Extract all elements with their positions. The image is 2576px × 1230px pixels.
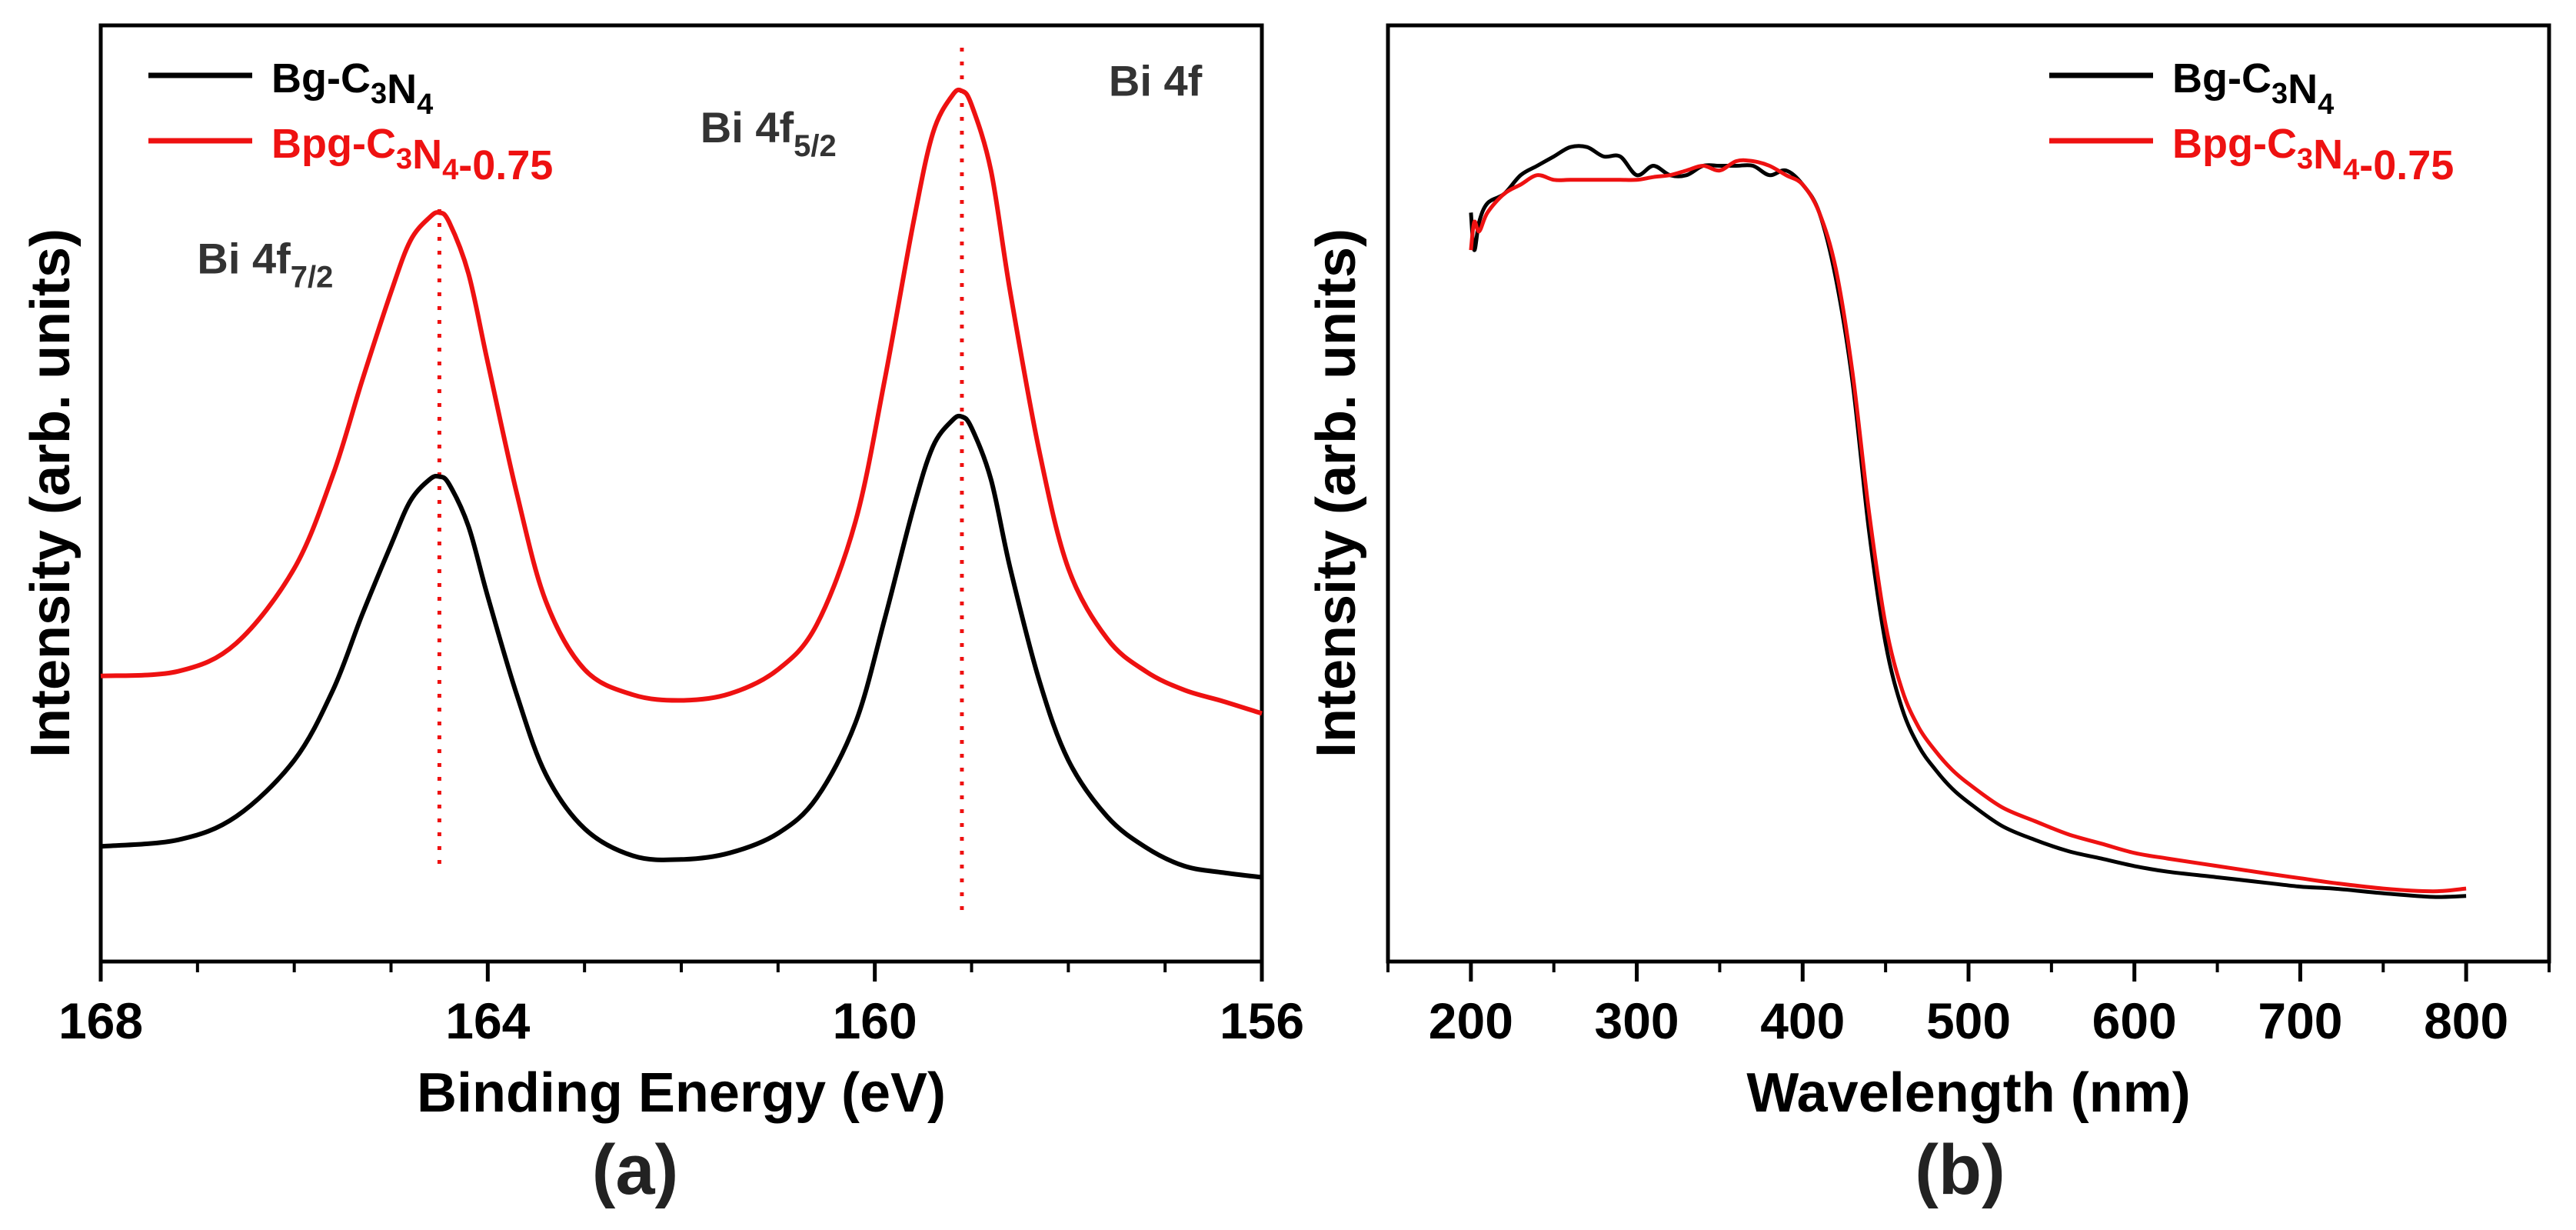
panel-a: 168 164 160 156 Bi 4f7/2 Bi 4f5/2 Bi 4f Bg-C3… bbox=[20, 23, 1304, 1209]
panel-a-y-axis-label: Intensity (arb. units) bbox=[20, 228, 82, 758]
x-tick-label: 160 bbox=[833, 992, 917, 1049]
panel-b-x-ticks: 200 300 400 500 600 700 800 bbox=[1386, 962, 2551, 1049]
panel-b-x-axis-label: Wavelength (nm) bbox=[1746, 1062, 2190, 1124]
x-tick-label: 500 bbox=[1926, 992, 2011, 1049]
x-tick-label: 300 bbox=[1595, 992, 1679, 1049]
panel-a-series bbox=[100, 87, 1263, 880]
x-tick-label: 400 bbox=[1760, 992, 1845, 1049]
series-line-bpg-c3n4-0-75 bbox=[100, 87, 1263, 716]
x-tick-label: 168 bbox=[58, 992, 143, 1049]
legend-label: Bpg-C3N4-0.75 bbox=[2172, 121, 2454, 188]
x-tick-label: 164 bbox=[445, 992, 530, 1049]
peak-annotation: Bi 4f5/2 bbox=[701, 103, 837, 163]
x-tick-label: 600 bbox=[2092, 992, 2177, 1049]
legend-label: Bg-C3N4 bbox=[2172, 55, 2334, 121]
legend-label: Bg-C3N4 bbox=[271, 55, 433, 121]
x-tick-label: 200 bbox=[1429, 992, 1513, 1049]
series-line-bg-c3n4 bbox=[100, 413, 1263, 880]
panel-b-y-axis-label: Intensity (arb. units) bbox=[1306, 228, 1367, 758]
peak-annotation: Bi 4f bbox=[1109, 56, 1203, 105]
series-line-bpg-c3n4-0-75 bbox=[1469, 158, 2467, 894]
x-tick-label: 800 bbox=[2424, 992, 2508, 1049]
panel-a-label: (a) bbox=[592, 1131, 678, 1209]
legend-label: Bpg-C3N4-0.75 bbox=[271, 121, 553, 188]
peak-annotation: Bi 4f7/2 bbox=[197, 235, 333, 295]
panel-b-series bbox=[1469, 144, 2467, 899]
x-tick-label: 156 bbox=[1220, 992, 1304, 1049]
panel-a-annotations: Bi 4f7/2 Bi 4f5/2 Bi 4f bbox=[197, 56, 1202, 294]
x-tick-label: 700 bbox=[2258, 992, 2342, 1049]
panel-b: 200 300 400 500 600 700 800 Bg-C3N4Bpg-C3N4-0.… bbox=[1306, 23, 2551, 1209]
panel-b-label: (b) bbox=[1915, 1131, 2005, 1209]
panel-a-x-axis-label: Binding Energy (eV) bbox=[417, 1062, 946, 1124]
panel-a-x-ticks: 168 164 160 156 bbox=[58, 962, 1304, 1049]
